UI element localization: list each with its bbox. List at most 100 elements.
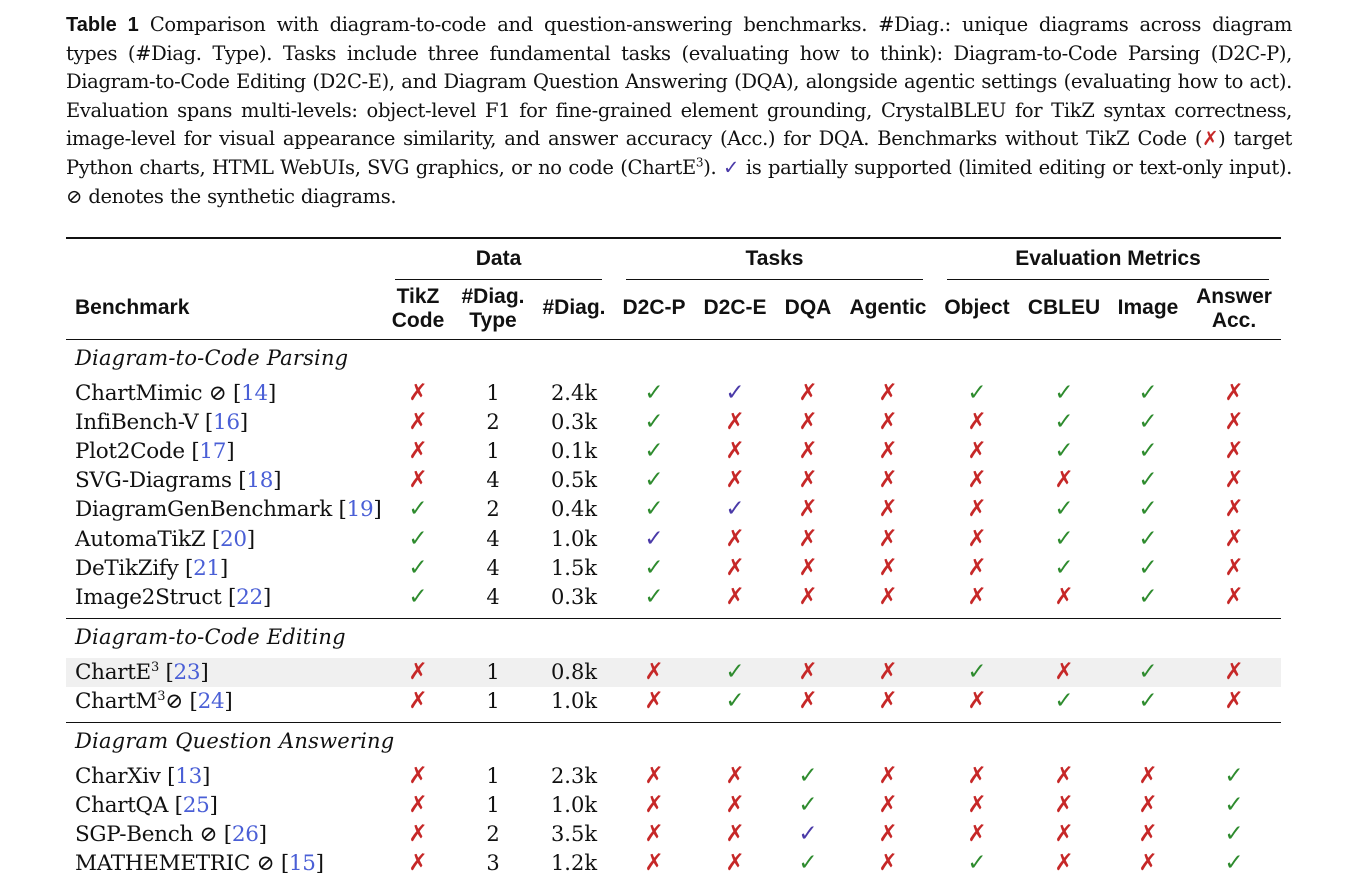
header-group-eval: Evaluation Metrics	[1015, 247, 1201, 270]
citation-link[interactable]: 23	[173, 660, 201, 685]
check-mark-icon: ✓	[644, 467, 664, 494]
check-mark-icon: ✓	[1054, 496, 1074, 523]
cross-mark-icon: ✗	[408, 688, 428, 715]
benchmark-name-part: Image2Struct [	[75, 584, 237, 610]
benchmark-name-part: ]	[200, 660, 209, 685]
cross-mark-icon: ✗	[878, 659, 898, 685]
caption-label: Table 1	[66, 14, 139, 36]
citation-link[interactable]: 21	[193, 555, 220, 581]
diagram-count: 0.8k	[550, 660, 598, 684]
citation-link[interactable]: 22	[236, 584, 263, 610]
check-mark-icon: ✓	[1138, 496, 1158, 523]
cross-mark-icon: ✗	[967, 554, 987, 581]
diagram-type-count: 4	[486, 555, 500, 580]
cross-mark-icon: ✗	[408, 467, 428, 494]
cross-mark-icon: ✗	[798, 438, 818, 465]
diagram-count: 1.0k	[550, 793, 598, 818]
diagram-type-count: 1	[486, 660, 500, 684]
cross-mark-icon: ✗	[1054, 763, 1074, 789]
check-mark-icon: ✓	[725, 688, 745, 715]
citation-link[interactable]: 26	[231, 822, 259, 848]
cross-mark-icon: ✗	[725, 438, 745, 465]
citation-link[interactable]: 13	[175, 764, 203, 789]
cross-mark-icon: ✗	[408, 763, 428, 789]
benchmark-name-part: ]	[273, 468, 282, 494]
cross-mark-icon: ✗	[878, 850, 898, 877]
cross-mark-icon: ✗	[878, 763, 898, 789]
header-benchmark: Benchmark	[75, 296, 190, 319]
diagram-count: 0.4k	[550, 497, 598, 522]
cross-mark-icon: ✗	[798, 659, 818, 685]
check-mark-icon: ✓	[1138, 583, 1158, 610]
cross-mark-icon: ✗	[725, 583, 745, 610]
benchmark-name-part: [	[158, 660, 174, 685]
cross-mark-icon: ✗	[1224, 659, 1244, 685]
benchmark-name-part: 3	[157, 688, 166, 704]
benchmark-name-part: ]	[224, 689, 233, 715]
benchmark-name-part: ]	[246, 526, 255, 552]
cross-mark-icon: ✗	[878, 525, 898, 552]
cross-mark-icon: ✗	[967, 438, 987, 465]
citation-link[interactable]: 15	[288, 851, 316, 877]
benchmark-name-part: AutomaTikZ [	[75, 526, 220, 552]
cross-mark-icon: ✗	[878, 467, 898, 494]
diagram-type-count: 4	[486, 584, 500, 609]
check-mark-icon: ✓	[644, 554, 664, 581]
benchmark-name: ChartE3 [23]	[75, 658, 209, 687]
eval-group-rule	[947, 279, 1269, 280]
benchmark-name-part: ]	[373, 497, 382, 523]
header-group-tasks: Tasks	[745, 247, 804, 270]
citation-link[interactable]: 14	[241, 381, 268, 406]
cross-mark-icon: ✗	[967, 409, 987, 436]
citation-link[interactable]: 24	[197, 689, 225, 715]
cross-mark-icon: ✗	[1138, 850, 1158, 877]
table-row: InfiBench-V [16] ✗ 2 0.3k ✓ ✗ ✗ ✗ ✗ ✓ ✓ ✗	[66, 408, 1281, 437]
benchmark-name-part: ChartQA [	[75, 793, 183, 819]
cross-mark-icon: ✗	[644, 850, 664, 877]
header-image: Image	[1117, 296, 1179, 319]
header-dqa: DQA	[784, 296, 832, 319]
benchmark-name: DeTikZify [21]	[75, 554, 228, 583]
check-mark-icon: ✓	[408, 583, 428, 610]
diagram-count: 1.2k	[550, 851, 598, 876]
partial-check-icon: ✓	[725, 380, 745, 406]
diagram-type-count: 1	[486, 381, 500, 405]
diagram-count: 1.0k	[550, 526, 598, 551]
header-diag-type: #Diag. Type	[452, 285, 534, 333]
benchmark-name-part: SVG-Diagrams [	[75, 468, 247, 494]
check-mark-icon: ✓	[1054, 380, 1074, 406]
diagram-count: 2.4k	[550, 381, 598, 405]
cross-mark-icon: ✗	[878, 438, 898, 465]
cross-mark-icon: ✗	[1224, 496, 1244, 523]
data-group-rule	[395, 279, 602, 280]
cross-mark-icon: ✗	[878, 380, 898, 406]
citation-link[interactable]: 25	[182, 793, 210, 819]
check-mark-icon: ✓	[798, 850, 818, 877]
table-row: ChartE3 [23] ✗ 1 0.8k ✗ ✓ ✗ ✗ ✓ ✗ ✓ ✗	[66, 658, 1281, 687]
cross-mark-icon: ✗	[1054, 850, 1074, 877]
diagram-count: 1.0k	[550, 689, 598, 714]
cross-mark-icon: ✗	[1138, 763, 1158, 789]
citation-link[interactable]: 16	[212, 410, 240, 436]
benchmark-name: ChartM3⊘ [24]	[75, 687, 233, 716]
check-mark-icon: ✓	[1138, 688, 1158, 715]
header-object: Object	[944, 296, 1010, 319]
header-tikz-line1: TikZ	[396, 285, 440, 308]
benchmark-name-part: ]	[258, 822, 267, 848]
check-mark-icon: ✓	[1224, 821, 1244, 848]
citation-link[interactable]: 18	[246, 468, 274, 494]
cross-mark-icon: ✗	[798, 467, 818, 494]
header-dtype-line1: #Diag.	[461, 285, 525, 308]
cross-mark-icon: ✗	[408, 821, 428, 848]
cross-mark-icon: ✗	[1224, 409, 1244, 436]
citation-link[interactable]: 20	[219, 526, 247, 552]
header-bottom-rule	[66, 339, 1281, 340]
diagram-type-count: 1	[486, 689, 500, 714]
check-mark-icon: ✓	[1054, 438, 1074, 465]
cross-mark-icon: ✗	[1054, 821, 1074, 848]
diagram-count: 0.3k	[550, 584, 598, 609]
cross-mark-icon: ✗	[967, 792, 987, 819]
citation-link[interactable]: 19	[346, 497, 374, 523]
benchmark-name: ChartQA [25]	[75, 791, 218, 820]
citation-link[interactable]: 17	[199, 439, 227, 465]
